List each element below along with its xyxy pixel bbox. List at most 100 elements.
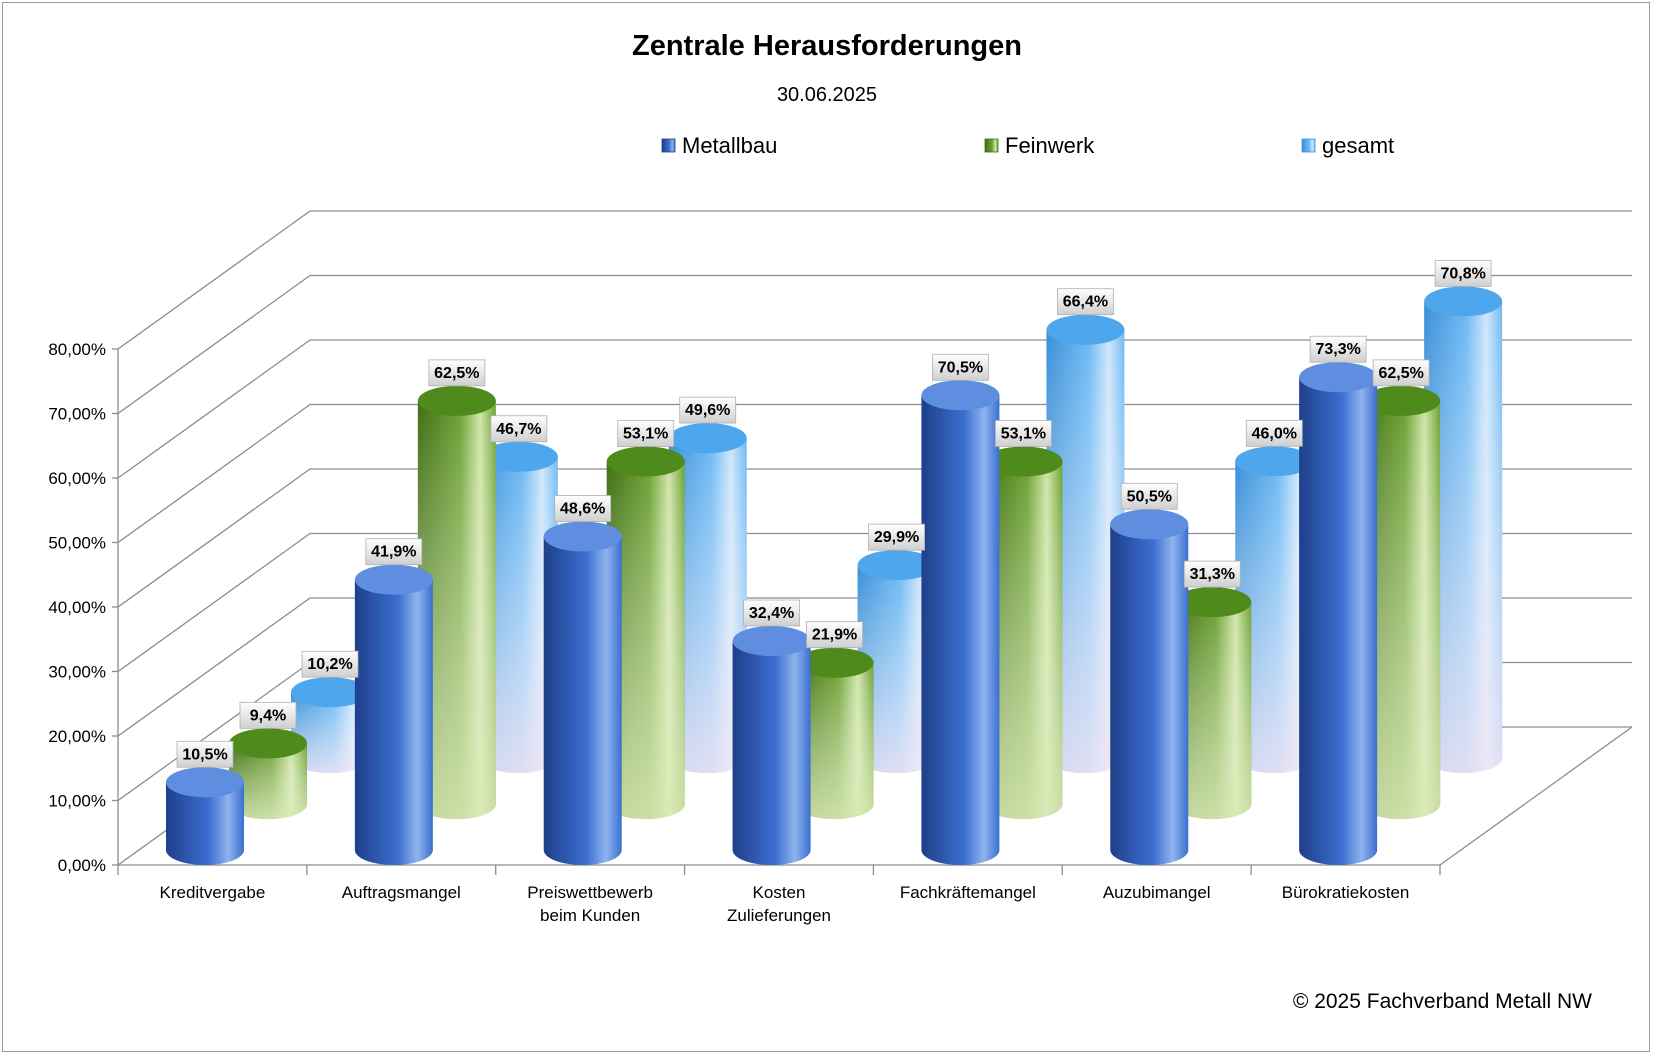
bar-fade <box>291 692 369 773</box>
copyright-text: © 2025 Fachverband Metall NW <box>1292 990 1592 1013</box>
bar-gesamt-0 <box>291 677 369 773</box>
bar-fade <box>668 438 747 774</box>
bar-fade <box>795 662 874 820</box>
data-label: 10,2% <box>301 650 359 678</box>
bar-fade <box>732 641 811 865</box>
data-label: 46,7% <box>490 415 548 443</box>
bar-fade <box>1110 524 1189 865</box>
svg-text:10,5%: 10,5% <box>182 746 227 763</box>
data-label: 66,4% <box>1057 288 1114 316</box>
data-label: 53,1% <box>995 420 1052 447</box>
legend-label: Feinwerk <box>1005 133 1095 158</box>
bar-metallbau-5 <box>1110 509 1189 865</box>
bar-fade <box>1046 329 1125 774</box>
y-tick-label: 10,00% <box>48 792 106 811</box>
bar-cap <box>1110 509 1189 540</box>
y-tick-label: 50,00% <box>48 534 106 553</box>
svg-text:32,4%: 32,4% <box>749 605 794 622</box>
data-label: 21,9% <box>806 621 863 649</box>
legend-swatch <box>661 138 676 153</box>
bar-cap <box>291 677 369 708</box>
bar-cap <box>984 446 1063 477</box>
x-tick-label: Fachkräftemangel <box>900 883 1036 902</box>
data-label: 70,8% <box>1434 259 1492 287</box>
bar-cap <box>732 626 811 657</box>
gridline <box>117 468 1632 608</box>
x-tick-label: Bürokratiekosten <box>1282 883 1410 902</box>
bar-metallbau-6 <box>1299 362 1378 865</box>
data-label: 49,6% <box>679 396 737 424</box>
bar-feinwerk-6 <box>1362 385 1441 820</box>
bar-cap <box>606 446 685 477</box>
svg-text:62,5%: 62,5% <box>1378 365 1423 382</box>
chart-subtitle: 30.06.2025 <box>776 84 878 106</box>
bar-fade <box>417 400 496 820</box>
svg-text:50,5%: 50,5% <box>1127 488 1172 505</box>
bar-cap <box>1424 286 1503 317</box>
bar-feinwerk-3 <box>795 647 874 820</box>
legend-item-metallbau: Metallbau <box>661 133 777 158</box>
data-label: 31,3% <box>1183 560 1241 588</box>
chart-title: Zentrale Herausforderungen <box>632 30 1022 62</box>
bar-cap <box>1362 385 1441 416</box>
bar-gesamt-3 <box>857 550 936 774</box>
svg-text:48,6%: 48,6% <box>560 501 605 518</box>
svg-text:46,7%: 46,7% <box>496 421 541 438</box>
gridline <box>117 532 1632 673</box>
legend-label: gesamt <box>1322 133 1394 158</box>
bar-fade <box>1362 400 1441 820</box>
bar-cap <box>795 647 874 678</box>
data-labels: 10,2% 46,7% 49,6% 29,9% 66,4% 46,0% 70,8% 9,4% 6… <box>176 259 1492 768</box>
bar-cap <box>921 380 1000 411</box>
bar-fade <box>1299 377 1378 865</box>
y-axis: 0,00% 10,00% 20,00% 30,00% 40,00% 50,00% 60,00… <box>48 340 118 875</box>
bar-fade <box>921 395 1000 865</box>
bar-gesamt-6 <box>1424 286 1503 774</box>
y-tick-label: 70,00% <box>48 405 106 424</box>
bar-metallbau-0 <box>166 767 244 865</box>
svg-text:70,8%: 70,8% <box>1440 265 1485 282</box>
data-label: 50,5% <box>1120 482 1178 510</box>
bar-fade <box>229 743 307 819</box>
bar-fade <box>984 461 1063 820</box>
bar-cap <box>354 564 433 595</box>
bar-cap <box>1299 362 1378 393</box>
bar-gesamt-2 <box>668 423 747 774</box>
bar-cap <box>229 728 307 759</box>
svg-text:49,6%: 49,6% <box>685 402 730 419</box>
x-axis: Kreditvergabe Auftragsmangel Preiswettbewe… <box>117 865 1441 925</box>
bar-gesamt-1 <box>479 441 558 773</box>
data-label: 46,0% <box>1245 419 1303 447</box>
legend-label: Metallbau <box>682 133 777 158</box>
data-label: 53,1% <box>617 420 675 447</box>
bar-feinwerk-4 <box>984 446 1063 820</box>
bar-gesamt-4 <box>1046 314 1125 774</box>
svg-text:46,0%: 46,0% <box>1252 425 1297 442</box>
data-label: 48,6% <box>554 495 612 522</box>
bar-fade <box>1173 602 1252 820</box>
svg-text:73,3%: 73,3% <box>1315 341 1360 358</box>
x-tick-label: Preiswettbewerb beim Kunden <box>527 883 653 925</box>
y-tick-label: 30,00% <box>48 663 106 682</box>
bar-metallbau-2 <box>543 521 622 865</box>
bar-cap <box>1046 314 1125 345</box>
bar-fade <box>606 461 685 820</box>
y-tick-label: 0,00% <box>58 856 106 875</box>
data-label: 62,5% <box>1372 359 1430 387</box>
data-label: 9,4% <box>239 701 297 729</box>
bar-feinwerk-2 <box>606 446 685 820</box>
chart-bars <box>166 286 1503 865</box>
bar-fade <box>1424 301 1503 774</box>
legend-swatch <box>1301 138 1316 153</box>
bar-cap <box>479 441 558 472</box>
svg-text:29,9%: 29,9% <box>874 529 919 546</box>
svg-text:70,5%: 70,5% <box>938 359 983 376</box>
svg-text:31,3%: 31,3% <box>1190 566 1235 583</box>
svg-text:9,4%: 9,4% <box>250 707 286 724</box>
bar-gesamt-5 <box>1235 446 1314 774</box>
svg-text:10,2%: 10,2% <box>307 656 352 673</box>
bar-fade <box>354 579 433 865</box>
data-label: 73,3% <box>1309 335 1367 363</box>
